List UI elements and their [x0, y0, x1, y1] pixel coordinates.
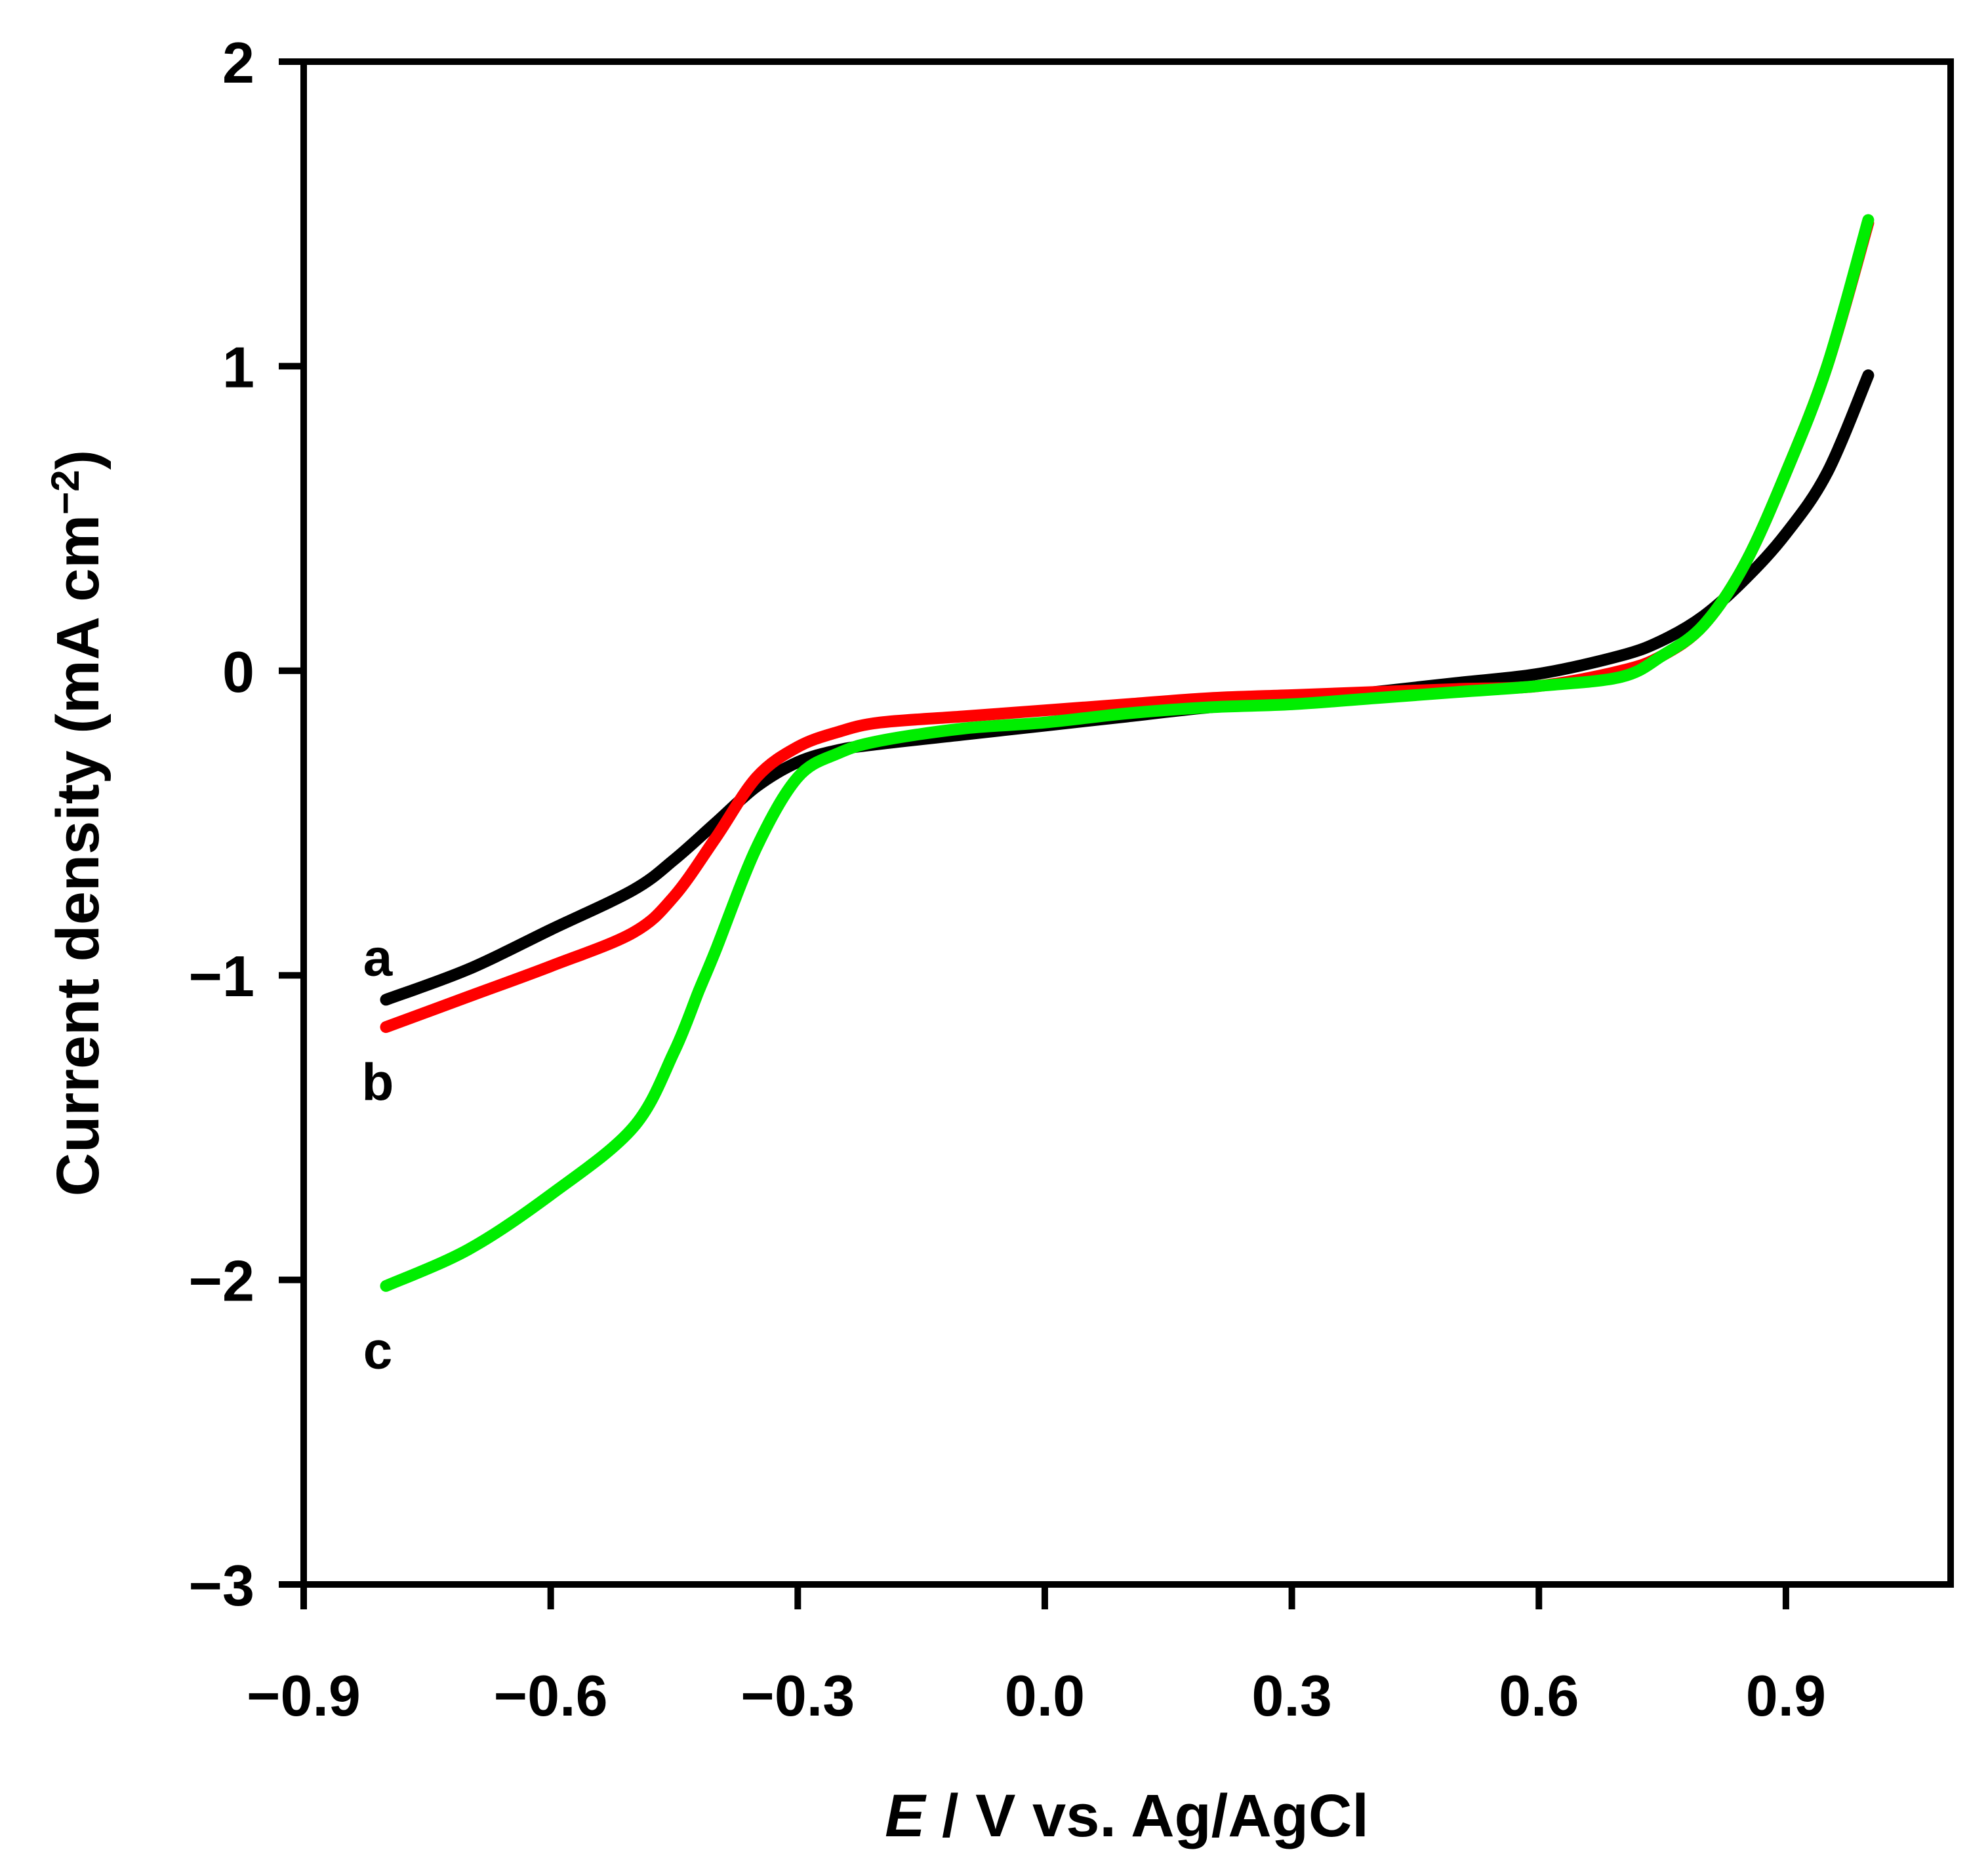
y-tick-label: −3: [189, 1553, 254, 1618]
curve-label-c: c: [363, 1321, 393, 1379]
x-tick-label: −0.6: [494, 1663, 608, 1728]
series-layer: [380, 214, 1875, 1292]
curve-labels: a b c: [362, 928, 394, 1379]
y-tick-label: 1: [222, 334, 254, 399]
x-tick-label: −0.3: [740, 1663, 855, 1728]
plot-frame: [300, 58, 1954, 1588]
series-line-c: [380, 214, 1875, 1292]
curve-label-b: b: [362, 1053, 394, 1112]
x-tick-label: 0.6: [1499, 1663, 1579, 1728]
x-tick-label: 0.0: [1005, 1663, 1085, 1728]
x-tick-label: 0.9: [1746, 1663, 1826, 1728]
y-axis-ticks: 2 1 0 −1 −2 −3: [189, 30, 304, 1618]
y-tick-label: 2: [222, 30, 254, 95]
x-tick-label: −0.9: [247, 1663, 361, 1728]
y-tick-label: −2: [189, 1249, 254, 1314]
y-axis-title: Current density (mA cm−2): [43, 450, 112, 1197]
x-axis-title: E / V vs. Ag/AgCl: [885, 1782, 1369, 1849]
y-tick-label: −1: [189, 944, 254, 1009]
x-axis-ticks: −0.9 −0.6 −0.3 0.0 0.3 0.6 0.9: [247, 1584, 1826, 1728]
x-tick-label: 0.3: [1251, 1663, 1331, 1728]
y-tick-label: 0: [222, 639, 254, 704]
curve-label-a: a: [363, 928, 393, 986]
series-line-a: [380, 369, 1875, 1006]
